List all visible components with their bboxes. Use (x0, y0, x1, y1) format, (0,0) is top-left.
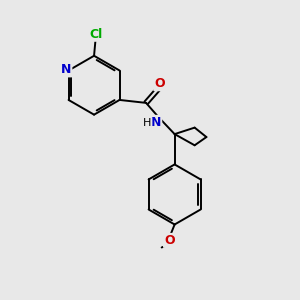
Text: O: O (164, 234, 175, 247)
Text: Cl: Cl (89, 28, 102, 41)
Text: N: N (61, 63, 71, 76)
Text: N: N (151, 116, 161, 129)
Text: O: O (154, 77, 165, 90)
Text: H: H (143, 118, 152, 128)
